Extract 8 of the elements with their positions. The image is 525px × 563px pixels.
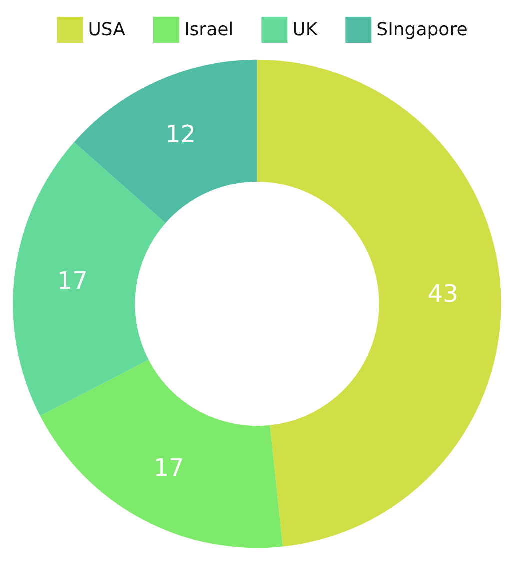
data-label: 17 — [57, 267, 88, 296]
data-label: 43 — [428, 280, 458, 308]
legend-label: Israel — [184, 20, 234, 40]
legend-label: SIngapore — [376, 20, 468, 40]
legend-label: UK — [292, 20, 319, 40]
legend-label: USA — [88, 20, 126, 40]
data-label: 17 — [154, 454, 184, 482]
data-label: 12 — [165, 120, 196, 148]
